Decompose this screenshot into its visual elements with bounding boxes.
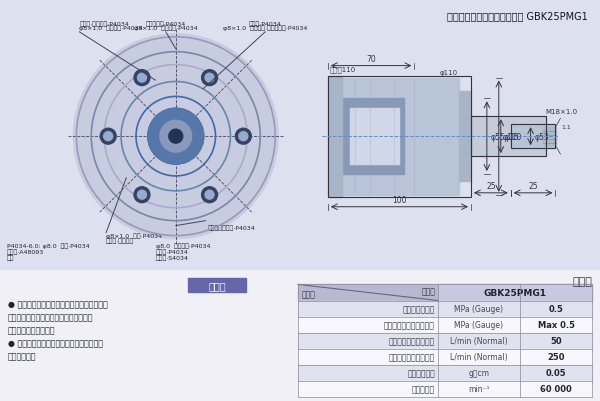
Text: 1.1: 1.1 [562,124,571,130]
Text: ポート·P4034: ポート·P4034 [156,249,188,255]
Bar [471,117,545,157]
Text: ● エレベーター用、制動装置の取り付けは、
　フランジ面で行い、それ以外の方法で
　取り付けないこと。
● 制動装置を支持する場合は、受け支持を
　行うこと。: ● エレベーター用、制動装置の取り付けは、 フランジ面で行い、それ以外の方法で … [8,300,108,360]
Text: L/min (Normal): L/min (Normal) [450,352,508,361]
Circle shape [235,129,251,145]
Bar [298,365,592,381]
Circle shape [137,74,146,83]
Text: ポート·P4034: ポート·P4034 [249,21,281,27]
Text: 容積回転数: 容積回転数 [412,385,435,393]
Text: ポート接続·P4034: ポート接続·P4034 [146,21,186,27]
Text: 0.5: 0.5 [548,304,563,313]
Text: 容積形入力量: 容積形入力量 [407,369,435,377]
Bar [328,76,342,197]
Circle shape [73,35,278,239]
Text: Max 0.5: Max 0.5 [538,320,575,329]
Bar [298,333,592,349]
Text: φ110: φ110 [503,132,522,141]
Circle shape [134,71,150,86]
Text: 形　式: 形 式 [302,290,316,299]
Bar [459,92,471,181]
Text: 凸部: 凸部 [7,255,14,260]
Bar [340,99,404,174]
Bar [511,125,556,149]
Text: φ35: φ35 [505,132,520,141]
Text: 60 000: 60 000 [540,385,572,393]
Text: エレベーター用電磁ブレーキ GBK25PMG1: エレベーター用電磁ブレーキ GBK25PMG1 [448,11,588,21]
Circle shape [148,109,203,164]
Text: 100: 100 [392,195,407,204]
Bar [298,381,592,397]
Circle shape [134,187,150,203]
Text: 25: 25 [528,181,538,190]
Text: エレベーター定格流量: エレベーター定格流量 [389,352,435,361]
Text: MPa (Gauge): MPa (Gauge) [455,304,503,313]
Text: φ55: φ55 [491,132,506,141]
Bar [298,285,592,301]
Circle shape [202,187,218,203]
Text: φ53: φ53 [535,132,550,141]
Bar [340,78,459,195]
Text: φ8×1.0  口数接続·P4034: φ8×1.0 口数接続·P4034 [134,25,197,31]
Circle shape [160,121,191,153]
Text: g・cm: g・cm [469,369,490,377]
Text: φ110: φ110 [440,69,458,75]
Circle shape [137,191,146,200]
Text: ポート·ブレーキ·P4034: ポート·ブレーキ·P4034 [79,21,129,27]
Text: φ8×1.0  口数接続·ポートキー·P4034: φ8×1.0 口数接続·ポートキー·P4034 [223,25,307,31]
Text: GBK25PMG1: GBK25PMG1 [484,288,547,297]
Bar [298,301,592,317]
Text: 注　記: 注 記 [208,281,226,291]
Text: 250: 250 [547,352,565,361]
Text: L/min (Normal): L/min (Normal) [450,336,508,345]
Text: キー溝出数範囲·P4034: キー溝出数範囲·P4034 [208,225,256,231]
Circle shape [100,129,116,145]
Bar [328,76,471,197]
Text: P4034-6.0: φ8.0  口数·P4034: P4034-6.0: φ8.0 口数·P4034 [7,243,89,249]
Circle shape [104,132,113,141]
Bar [298,317,592,333]
Text: 50: 50 [550,336,562,345]
Bar [350,109,400,164]
Text: 仕　様: 仕 様 [572,277,592,287]
Bar [298,349,592,365]
Circle shape [239,132,248,141]
Circle shape [205,74,214,83]
Text: MPa (Gauge): MPa (Gauge) [455,320,503,329]
Circle shape [169,130,183,144]
Text: M18×1.0: M18×1.0 [545,109,578,115]
Bar [511,125,556,149]
Bar [438,285,592,301]
Bar [471,117,545,157]
Text: エレベーター用流体圧力: エレベーター用流体圧力 [384,320,435,329]
Text: ポート·A48093: ポート·A48093 [7,249,44,255]
Circle shape [205,191,214,200]
Text: 0.05: 0.05 [545,369,566,377]
Bar [542,128,556,146]
Text: 制動装置流体定格流量: 制動装置流体定格流量 [389,336,435,345]
Bar [188,279,246,293]
Text: min⁻¹: min⁻¹ [468,385,490,393]
Circle shape [202,71,218,86]
Text: ポート·S4034: ポート·S4034 [156,255,189,260]
Text: φ8.0  口数接続·P4034: φ8.0 口数接続·P4034 [156,243,211,249]
Text: モータ110: モータ110 [330,66,356,72]
Text: 制動用流体圧力: 制動用流体圧力 [403,304,435,313]
Text: 25: 25 [486,181,496,190]
Text: φ8×1.0  口数·P4034: φ8×1.0 口数·P4034 [106,233,163,239]
Text: 仕　様: 仕 様 [421,287,435,296]
Text: ポート·ブレーキ: ポート·ブレーキ [106,238,134,243]
Text: φ8×1.0  口数接続·P4034: φ8×1.0 口数接続·P4034 [79,25,143,31]
Text: 70: 70 [366,55,376,63]
